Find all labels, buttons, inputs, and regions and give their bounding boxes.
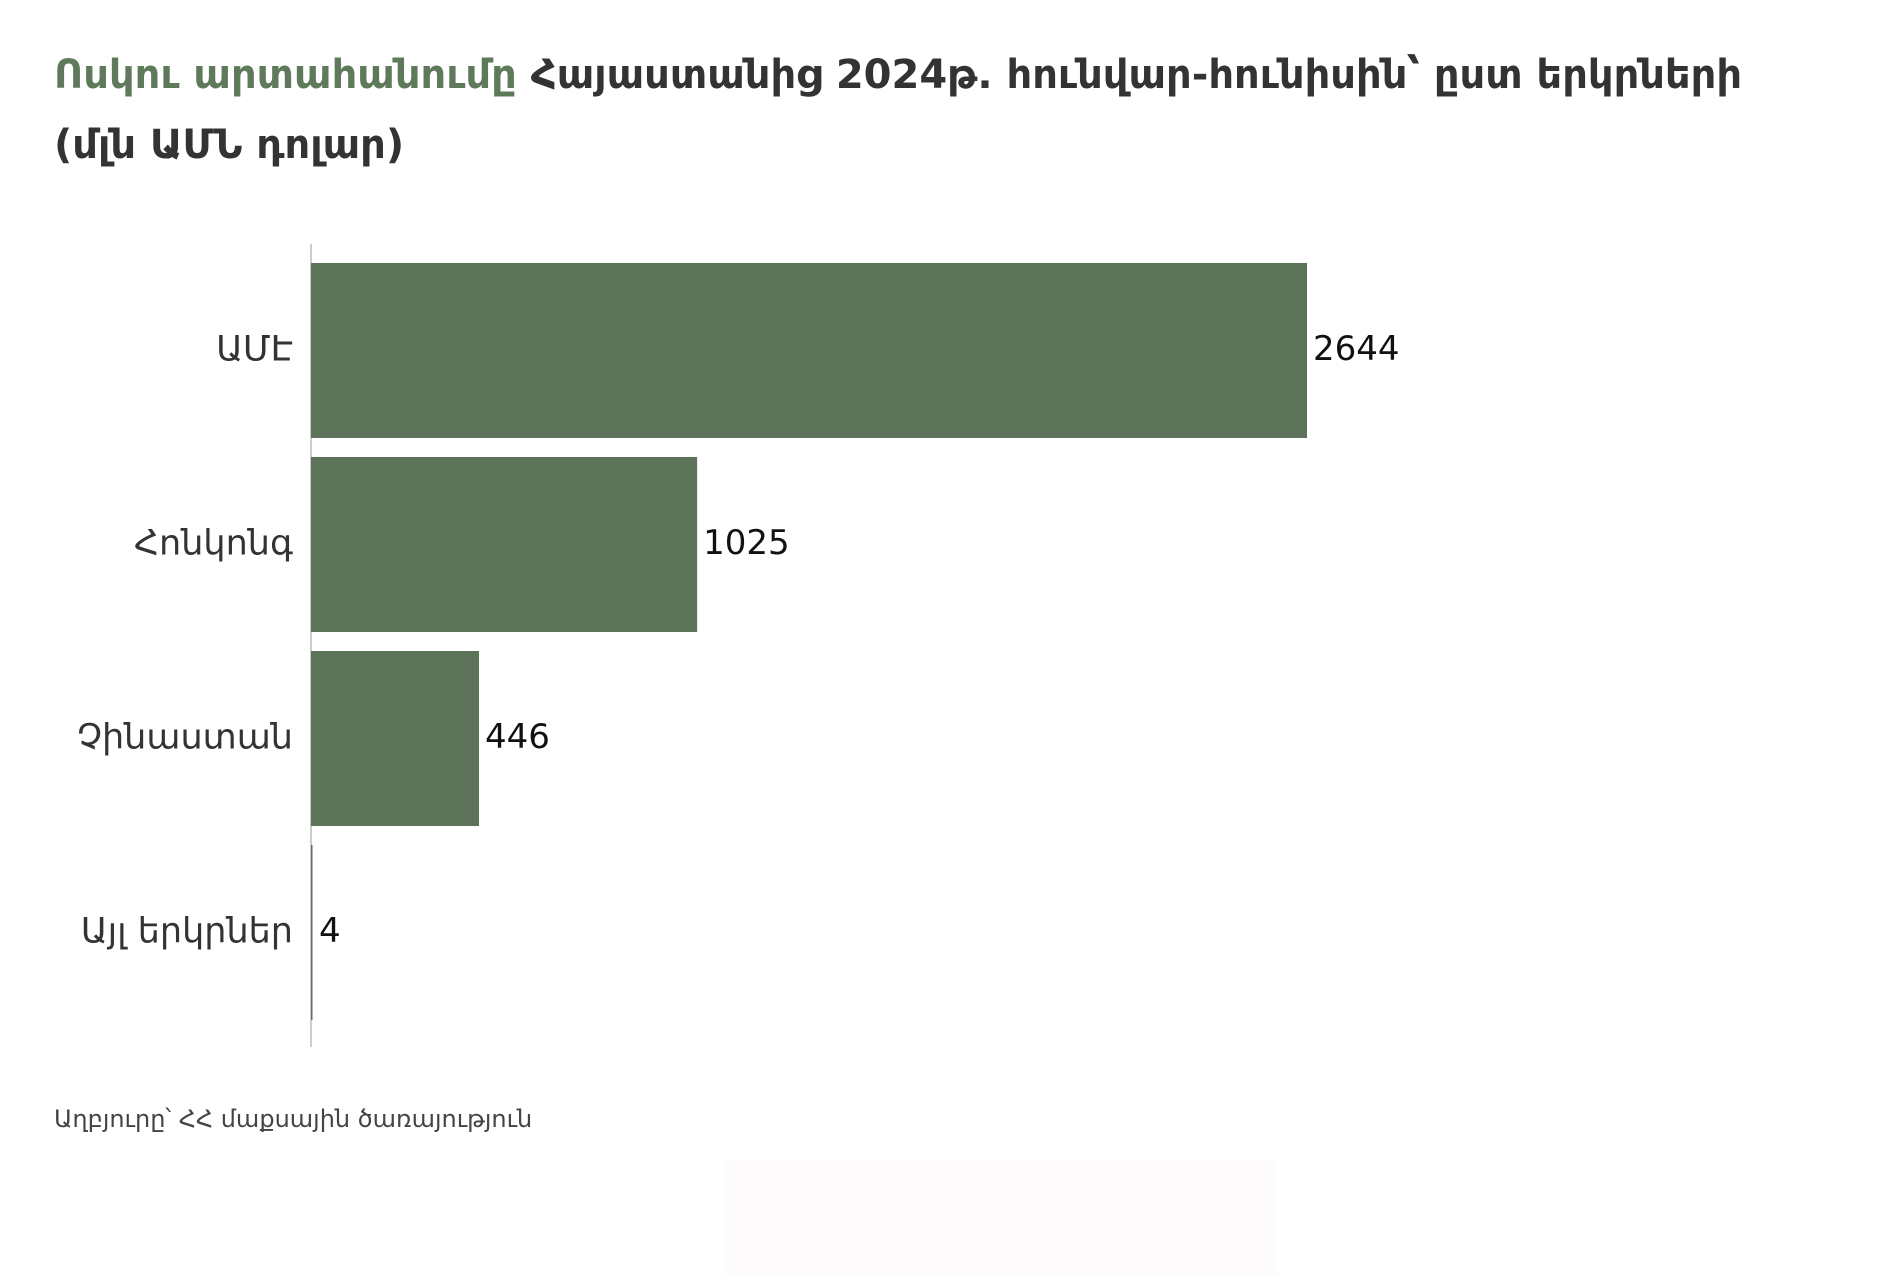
category-label: Չինաստան bbox=[77, 718, 293, 758]
title-box: Ոսկու արտահանումը Հայաստանից 2024թ. հուն… bbox=[54, 40, 1754, 180]
bar bbox=[311, 263, 1307, 438]
value-label: 1025 bbox=[703, 523, 790, 563]
value-label: 2644 bbox=[1313, 329, 1400, 369]
source: Աղբյուրը՝ ՀՀ մաքսային ծառայություն bbox=[54, 1105, 532, 1133]
category-label: Հոնկոնգ bbox=[134, 524, 293, 564]
bar bbox=[311, 845, 313, 1020]
title-text: Հայաստանից 2024թ. հունվար-հունիսին՝ ըստ … bbox=[54, 52, 1743, 168]
category-label: ԱՄԷ bbox=[216, 330, 293, 370]
footer-panel bbox=[725, 1160, 1277, 1276]
bar bbox=[311, 651, 480, 826]
value-label: 446 bbox=[485, 717, 550, 757]
bar bbox=[311, 457, 698, 632]
category-label: Այլ երկրներ bbox=[81, 912, 293, 952]
chart-title: Ոսկու արտահանումը Հայաստանից 2024թ. հուն… bbox=[54, 40, 1754, 180]
title-highlight: Ոսկու արտահանումը bbox=[54, 52, 517, 98]
value-label: 4 bbox=[319, 911, 341, 951]
